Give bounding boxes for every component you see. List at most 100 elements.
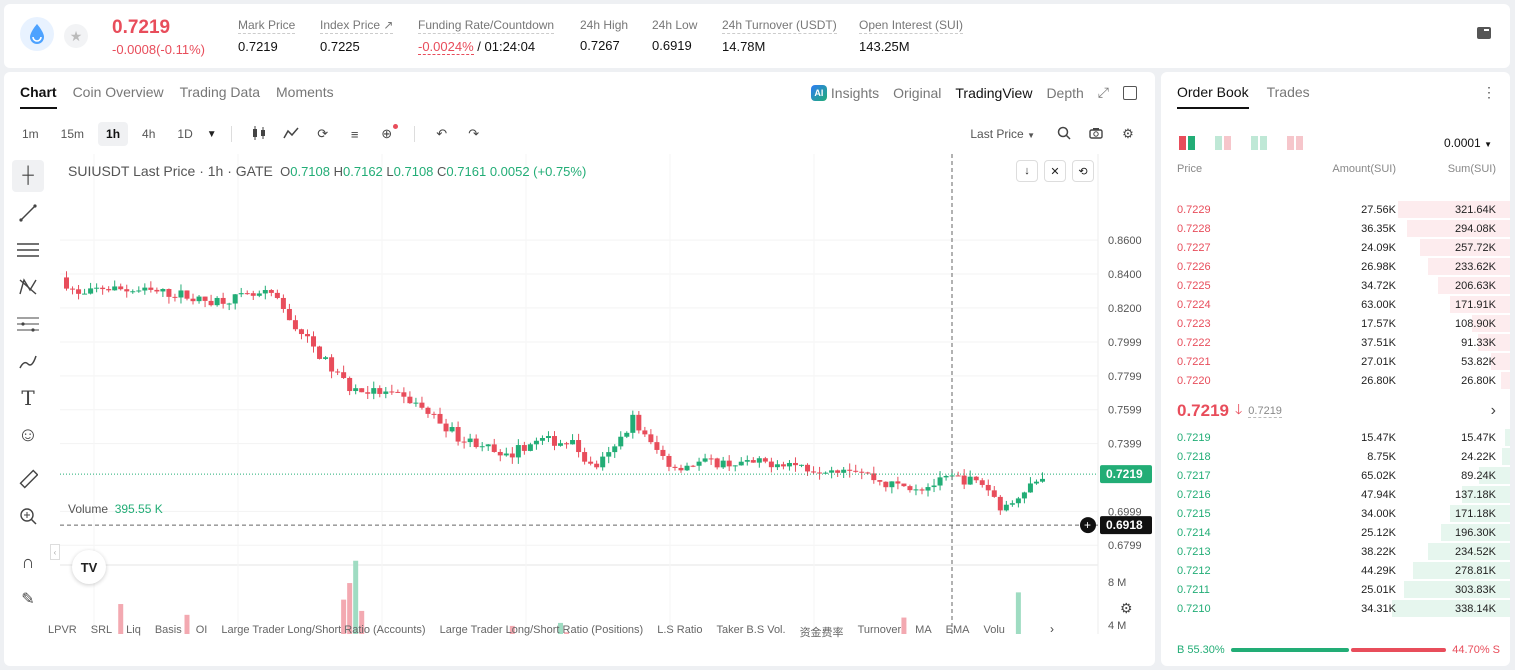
undo-icon[interactable]: ↶ (436, 126, 448, 141)
settings-gear-icon[interactable]: ⚙ (1122, 126, 1134, 141)
indicator-7[interactable]: L.S Ratio (657, 624, 703, 636)
arrow-down-icon[interactable]: ↓ (1016, 160, 1038, 182)
timeframe-1m[interactable]: 1m (22, 127, 39, 141)
tab-coin-overview[interactable]: Coin Overview (72, 84, 164, 100)
view-asks-icon[interactable] (1287, 136, 1303, 150)
expand-icon[interactable]: ⤢ (1097, 84, 1109, 100)
bid-row[interactable]: 0.7213 38.22K 234.52K (1161, 542, 1510, 561)
timeframe-4h[interactable]: 4h (142, 127, 156, 141)
bid-row[interactable]: 0.7219 15.47K 15.47K (1161, 428, 1510, 447)
fib-icon[interactable] (12, 308, 44, 340)
indicator-13[interactable]: Volu (983, 624, 1005, 636)
sync-icon[interactable]: ⟲ (1072, 160, 1094, 182)
indicator-9[interactable]: 资金费率 (799, 627, 844, 639)
ask-row[interactable]: 0.7228 36.35K 294.08K (1161, 219, 1510, 238)
search-icon[interactable] (1051, 126, 1077, 143)
indicator-2[interactable]: Liq (126, 624, 141, 636)
candle-body (666, 455, 672, 467)
ask-row[interactable]: 0.7229 27.56K 321.64K (1161, 200, 1510, 219)
pencil-icon[interactable]: ✎ (21, 591, 35, 608)
arrow-down-icon: 🡓 (1235, 401, 1243, 417)
index-price-label[interactable]: Index Price ↗ (320, 18, 394, 34)
collapse-icon[interactable]: ✕ (1044, 160, 1066, 182)
bid-row[interactable]: 0.7211 25.01K 303.83K (1161, 580, 1510, 599)
book-icon[interactable] (1476, 26, 1494, 44)
timezone-gear-icon[interactable]: ⚙ (1120, 600, 1133, 616)
window-icon[interactable] (1123, 85, 1137, 100)
indicator-10[interactable]: Turnover (857, 624, 902, 636)
camera-icon[interactable] (1083, 127, 1109, 142)
view-original[interactable]: Original (893, 84, 942, 101)
timeframe-dropdown-icon[interactable]: ▼ (206, 128, 217, 140)
trend-line-icon[interactable] (12, 197, 44, 229)
ask-row[interactable]: 0.7225 34.72K 206.63K (1161, 276, 1510, 295)
candle-type-icon[interactable] (246, 125, 272, 143)
zoom-in-icon[interactable] (12, 500, 44, 532)
timeframe-1d[interactable]: 1D (177, 127, 193, 141)
bid-row[interactable]: 0.7216 47.94K 137.18K (1161, 485, 1510, 504)
ask-row[interactable]: 0.7226 26.98K 233.62K (1161, 257, 1510, 276)
candle-body (118, 286, 124, 290)
mid-price-row[interactable]: 0.7219 🡓 0.7219 › (1177, 400, 1496, 422)
view-both-icon[interactable] (1179, 136, 1195, 150)
timeframe-1h[interactable]: 1h (98, 122, 129, 146)
indicator-1[interactable]: SRL (90, 624, 113, 636)
index-price-stat[interactable]: Index Price ↗ 0.7225 (320, 18, 394, 54)
bid-row[interactable]: 0.7212 44.29K 278.81K (1161, 561, 1510, 580)
bid-row[interactable]: 0.7215 34.00K 171.18K (1161, 504, 1510, 523)
price-type-select[interactable]: Last Price ▼ (970, 127, 1035, 141)
tab-trades[interactable]: Trades (1266, 84, 1310, 100)
horizontal-lines-icon[interactable] (12, 234, 44, 266)
ask-row[interactable]: 0.7224 63.00K 171.91K (1161, 295, 1510, 314)
refresh-icon[interactable]: ⟳ (317, 126, 329, 141)
indicators-icon[interactable] (278, 126, 304, 143)
indicator-5[interactable]: Large Trader Long/Short Ratio (Accounts) (221, 624, 426, 636)
volume-value: 395.55 K (114, 502, 163, 516)
candle-body (708, 458, 714, 460)
timeframe-15m[interactable]: 15m (60, 127, 85, 141)
view-bids-asks-icon[interactable] (1215, 136, 1231, 150)
bid-row[interactable]: 0.7210 34.31K 338.14K (1161, 599, 1510, 618)
view-bids-icon[interactable] (1251, 136, 1267, 150)
brush-icon[interactable] (12, 345, 44, 377)
ruler-icon[interactable] (12, 463, 44, 495)
list-icon[interactable]: ≡ (350, 126, 359, 142)
ask-row[interactable]: 0.7221 27.01K 53.82K (1161, 352, 1510, 371)
text-tool-icon[interactable]: T (21, 386, 35, 410)
indicator-scroll-right-icon[interactable]: › (1050, 622, 1054, 636)
bid-row[interactable]: 0.7214 25.12K 196.30K (1161, 523, 1510, 542)
redo-icon[interactable]: ↷ (468, 126, 480, 141)
more-options-icon[interactable]: ⋮ (1482, 84, 1496, 100)
emoji-icon[interactable]: ☺ (17, 423, 39, 446)
price-chart[interactable]: 0.8600 0.8400 0.8200 0.7999 0.7799 0.7599 0.73… (4, 154, 1155, 634)
precision-select[interactable]: 0.0001 ▼ (1444, 136, 1492, 150)
bid-row[interactable]: 0.7217 65.02K 89.24K (1161, 466, 1510, 485)
favorite-star-icon[interactable]: ★ (64, 24, 88, 48)
indicator-8[interactable]: Taker B.S Vol. (716, 624, 786, 636)
ask-row[interactable]: 0.7227 24.09K 257.72K (1161, 238, 1510, 257)
magnet-icon[interactable]: ∩ (21, 551, 35, 572)
add-indicator-icon[interactable]: ⊕ (374, 124, 400, 142)
indicator-12[interactable]: EMA (945, 624, 970, 636)
indicator-4[interactable]: OI (195, 624, 208, 636)
tab-chart[interactable]: Chart (20, 84, 57, 109)
indicator-6[interactable]: Large Trader Long/Short Ratio (Positions… (439, 624, 644, 636)
tab-moments[interactable]: Moments (276, 84, 334, 100)
indicator-0[interactable]: LPVR (48, 624, 77, 636)
tab-order-book[interactable]: Order Book (1177, 84, 1249, 109)
tab-trading-data[interactable]: Trading Data (179, 84, 261, 100)
crosshair-icon[interactable]: ┼ (12, 160, 44, 192)
insights-button[interactable]: AI Insights (810, 84, 879, 101)
bid-row[interactable]: 0.7218 8.75K 24.22K (1161, 447, 1510, 466)
tradingview-logo-icon: TV (72, 550, 106, 584)
view-tradingview[interactable]: TradingView (955, 84, 1033, 101)
ask-row[interactable]: 0.7223 17.57K 108.90K (1161, 314, 1510, 333)
ask-row[interactable]: 0.7220 26.80K 26.80K (1161, 371, 1510, 390)
view-depth[interactable]: Depth (1046, 84, 1084, 101)
orderbook-panel: Order Book Trades ⋮ 0.0001 ▼ Price Amoun… (1161, 72, 1510, 666)
indicator-3[interactable]: Basis (154, 624, 182, 636)
collapse-left-icon[interactable]: ‹ (50, 544, 60, 560)
pattern-icon[interactable] (12, 271, 44, 303)
ask-row[interactable]: 0.7222 37.51K 91.33K (1161, 333, 1510, 352)
indicator-11[interactable]: MA (915, 624, 932, 636)
